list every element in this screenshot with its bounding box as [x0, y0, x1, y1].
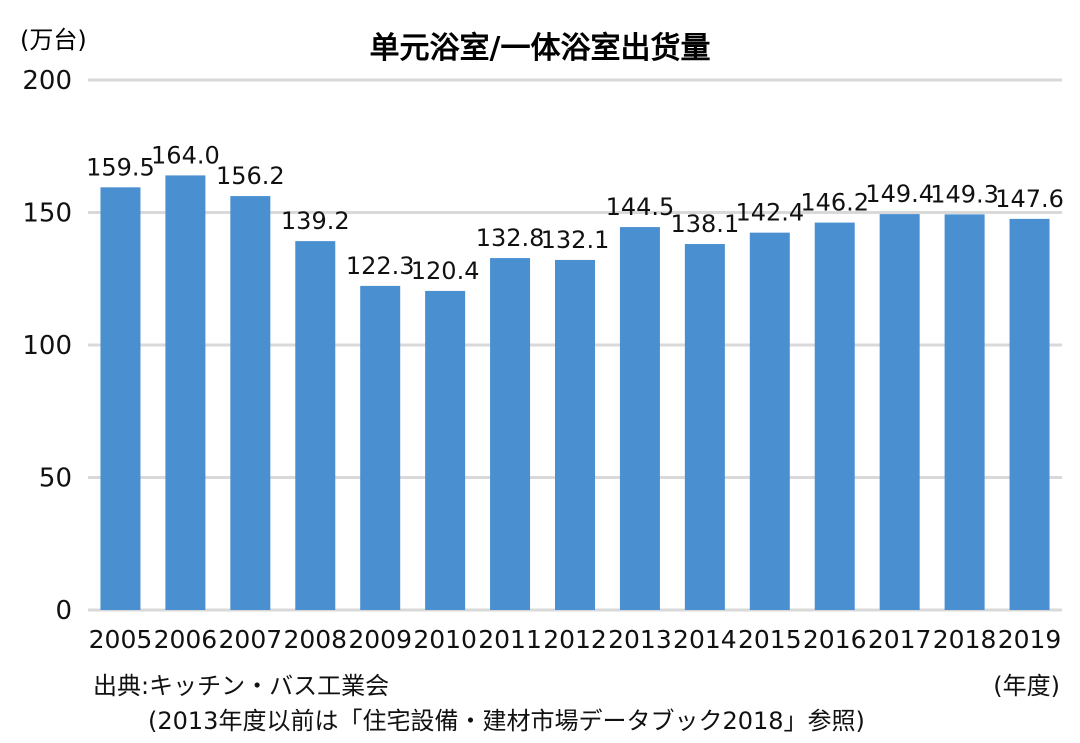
bar-2014: [684, 244, 725, 610]
data-label-2016: 146.2: [800, 189, 869, 217]
bar-2019: [1009, 218, 1050, 611]
bar-2015: [749, 232, 790, 610]
bar-2018: [944, 214, 985, 611]
x-tick-label-2009: 2009: [348, 625, 412, 654]
source-line-1: 出典:キッチン・バス工業会: [93, 672, 389, 700]
bar-2006: [165, 175, 206, 610]
data-label-2018: 149.3: [930, 180, 999, 208]
x-tick-label-2007: 2007: [219, 625, 283, 654]
source-line-2: (2013年度以前は「住宅設備・建材市場データブック2018」参照): [148, 707, 865, 735]
x-tick-label-2011: 2011: [478, 625, 542, 654]
data-label-2005: 159.5: [86, 153, 155, 181]
x-tick-label-2016: 2016: [803, 625, 867, 654]
data-label-2011: 132.8: [476, 224, 545, 252]
bar-2013: [619, 227, 660, 610]
x-tick-label-2014: 2014: [673, 625, 737, 654]
x-tick-label-2017: 2017: [868, 625, 932, 654]
data-label-2006: 164.0: [151, 141, 220, 169]
y-tick-label: 150: [22, 199, 72, 229]
data-label-2009: 122.3: [346, 252, 415, 280]
bar-2016: [814, 222, 855, 610]
y-tick-label: 50: [39, 464, 72, 494]
bars: [100, 175, 1050, 611]
x-tick-label-2018: 2018: [933, 625, 997, 654]
bar-2017: [879, 214, 920, 610]
x-tick-label-2012: 2012: [543, 625, 607, 654]
y-tick-label: 0: [55, 596, 72, 626]
y-tick-label: 200: [22, 66, 72, 96]
data-label-2015: 142.4: [735, 199, 804, 227]
bar-2012: [555, 259, 595, 610]
bar-2010: [425, 290, 466, 610]
data-label-2010: 120.4: [411, 257, 480, 285]
data-label-2019: 147.6: [995, 185, 1064, 213]
x-tick-labels: 2005 2006 2007 2008 2009 2010 2011 2012 2013 2014…: [89, 625, 1062, 654]
bar-2011: [490, 258, 531, 610]
x-axis-unit: (年度): [993, 672, 1060, 700]
data-label-2008: 139.2: [281, 207, 350, 235]
data-label-2017: 149.4: [865, 180, 934, 208]
x-tick-label-2013: 2013: [608, 625, 672, 654]
data-label-2014: 138.1: [671, 210, 740, 238]
data-label-2012: 132.1: [541, 226, 610, 254]
y-axis-unit: (万台): [20, 26, 87, 54]
x-tick-label-2019: 2019: [998, 625, 1062, 654]
data-label-2013: 144.5: [606, 193, 675, 221]
bar-2007: [230, 196, 271, 610]
x-tick-label-2008: 2008: [283, 625, 347, 654]
chart-title: 单元浴室/一体浴室出货量: [370, 31, 711, 66]
bar-2005: [100, 187, 141, 610]
x-tick-label-2005: 2005: [89, 625, 153, 654]
y-tick-label: 100: [22, 331, 72, 361]
x-tick-label-2006: 2006: [154, 625, 218, 654]
x-tick-label-2015: 2015: [738, 625, 802, 654]
bar-2008: [295, 241, 336, 610]
x-tick-label-2010: 2010: [413, 625, 477, 654]
y-tick-labels: 0 50 100 150 200: [22, 66, 72, 626]
bar-2009: [360, 285, 401, 610]
data-label-2007: 156.2: [216, 162, 285, 190]
